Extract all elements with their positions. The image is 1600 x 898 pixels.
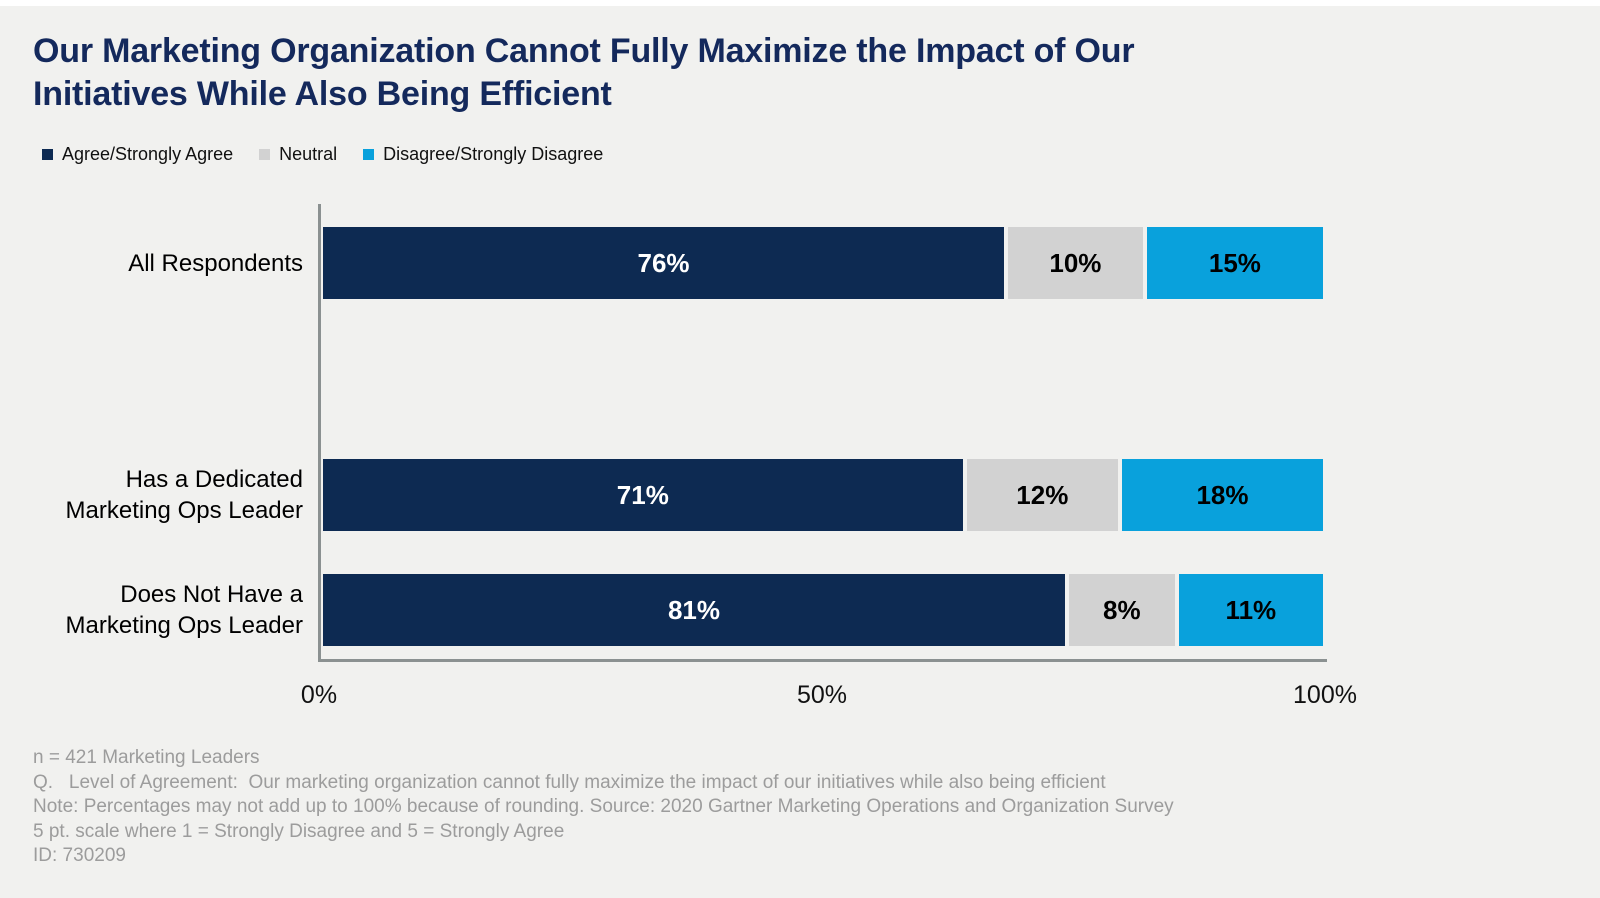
legend-swatch-agree [42, 149, 53, 160]
bar-value-label: 10% [1049, 247, 1102, 278]
category-label-has-ops-leader: Has a Dedicated Marketing Ops Leader [65, 466, 303, 524]
page-title-line-1: Our Marketing Organization Cannot Fully … [33, 32, 1135, 70]
legend-label-disagree: Disagree/Strongly Disagree [383, 144, 604, 164]
footnote-source: Note: Percentages may not add up to 100%… [33, 796, 1174, 817]
footnote-question: Q. Level of Agreement: Our marketing org… [33, 771, 1106, 793]
bar-segment-agree: 76% [323, 227, 1005, 299]
x-tick-0: 0% [300, 681, 338, 709]
legend-swatch-disagree [363, 149, 375, 160]
legend: Agree/Strongly Agree Neutral Disagree/St… [42, 144, 603, 165]
y-axis-line [318, 204, 321, 662]
category-label-all-respondents: All Respondents [128, 250, 303, 277]
bar-value-label: 15% [1208, 247, 1261, 278]
bar-segment-neutral: 8% [1068, 574, 1175, 646]
legend-label-neutral: Neutral [279, 144, 338, 164]
bar-segment-neutral: 10% [1008, 227, 1143, 299]
page-title-line-2: Initiatives While Also Being Efficient [33, 75, 612, 113]
x-tick-50: 50% [796, 681, 848, 709]
bar-value-label: 71% [616, 479, 669, 510]
footnotes: n = 421 Marketing Leaders Q. Level of Ag… [33, 746, 1483, 869]
bar-value-label: 11% [1225, 594, 1277, 625]
bar-segment-disagree: 15% [1146, 227, 1324, 299]
bar-segment-agree: 71% [323, 459, 963, 531]
bar-segment-disagree: 11% [1178, 574, 1323, 646]
bar-value-label: 81% [667, 594, 721, 625]
top-strip [0, 0, 1600, 6]
category-label-no-ops-leader: Does Not Have a Marketing Ops Leader [65, 581, 303, 639]
legend-item-agree: Agree/Strongly Agree [42, 144, 233, 165]
bar-value-label: 8% [1103, 594, 1141, 625]
page-title: Our Marketing Organization Cannot Fully … [33, 30, 1553, 116]
x-axis-line [318, 659, 1327, 662]
legend-item-neutral: Neutral [259, 144, 337, 165]
bar-value-label: 76% [637, 247, 690, 278]
footnote-id: ID: 730209 [33, 845, 126, 866]
legend-swatch-neutral [259, 149, 271, 160]
bar-value-label: 12% [1016, 479, 1069, 510]
bar-segment-disagree: 18% [1121, 459, 1323, 531]
footnote-sample-size: n = 421 Marketing Leaders [33, 747, 260, 768]
bar-value-label: 18% [1196, 479, 1249, 510]
bar-row-has-ops-leader: 71% 12% 18% [323, 459, 1323, 531]
legend-label-agree: Agree/Strongly Agree [62, 144, 234, 164]
bar-segment-agree: 81% [323, 574, 1065, 646]
bar-row-all-respondents: 76% 10% 15% [323, 227, 1324, 299]
x-tick-100: 100% [1293, 681, 1357, 709]
legend-item-disagree: Disagree/Strongly Disagree [363, 144, 603, 165]
bar-row-no-ops-leader: 81% 8% 11% [323, 574, 1323, 646]
bar-segment-neutral: 12% [966, 459, 1118, 531]
footnote-scale: 5 pt. scale where 1 = Strongly Disagree … [33, 820, 565, 842]
